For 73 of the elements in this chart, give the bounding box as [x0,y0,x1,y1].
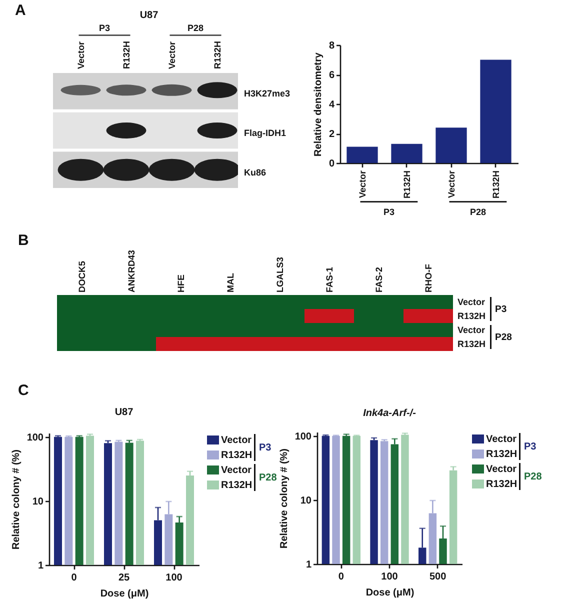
chart-subtitle: U87 [114,407,134,418]
x-tick-label: 100 [381,572,398,582]
text: P3 [383,207,394,217]
text: P3 [98,23,110,33]
text: P3 [495,304,507,315]
category-label: Vector [458,297,486,307]
y-tick-label: 100 [294,431,312,442]
category-label: R132H [212,40,222,69]
x-axis-title: Dose (μM) [366,588,414,598]
category-label: H3K27me3 [244,88,290,99]
text: P3 [259,442,272,454]
y-axis-title: Relative colony # (%) [10,449,22,550]
chart-title: Ink4a-Arf-/- [363,408,417,419]
category-label: LGALS3 [274,256,285,292]
y-tick-label: 10 [32,496,44,508]
legend-label: R132H [221,480,252,491]
x-axis-title: Dose (μM) [100,588,149,600]
bar [391,144,422,163]
category-label: Flag-IDH1 [244,128,286,138]
category-label: RHO-F [423,264,434,292]
text: P28 [259,472,278,484]
x-tick-label: 100 [166,572,183,584]
x-tick-label: 500 [429,572,447,582]
text: P28 [187,23,204,33]
y-axis-title: Relative densitometry [312,52,324,156]
legend-label: R132H [486,479,518,490]
category-label: ANKRD43 [126,250,136,292]
text: U87 [140,10,159,21]
legend-label: Vector [486,434,517,445]
text: P28 [524,472,542,482]
text: B [18,232,29,249]
category-label: Vector [166,40,177,69]
x-tick-label: R132H [490,170,501,199]
y-tick-label: 1 [306,560,312,570]
text: A [15,2,26,19]
y-tick-label: 4 [328,100,335,110]
y-axis-title: Relative colony # (%) [278,448,290,549]
x-tick-label: 25 [118,572,130,584]
legend-label: R132H [486,449,518,460]
chart-title: C [18,382,29,399]
bar [346,146,378,163]
y-tick-label: 8 [328,40,335,52]
x-tick-label: 0 [338,572,344,582]
category-label: Vector [76,40,86,69]
category-label: HFE [176,274,186,292]
category-label: R132H [458,339,486,349]
y-tick-label: 0 [328,158,335,170]
x-tick-label: Vector [357,170,368,198]
x-tick-label: 0 [71,572,78,584]
category-label: DOCK5 [76,260,87,292]
y-tick-label: 6 [328,70,335,81]
y-tick-label: 1 [38,560,44,572]
bar [480,60,512,163]
category-label: MAL [225,272,236,292]
category-label: R132H [458,311,486,321]
category-label: R132H [121,40,132,69]
text: P3 [524,442,537,452]
legend-label: Vector [486,464,517,475]
x-tick-label: R132H [402,170,412,199]
bar [436,128,467,163]
x-tick-label: Vector [446,170,456,198]
category-label: Ku86 [244,167,266,178]
legend-label: R132H [221,450,252,461]
category-label: Vector [458,325,486,335]
category-label: FAS-1 [324,266,334,292]
y-tick-label: 10 [300,495,312,506]
text: P28 [470,207,486,217]
legend-label: Vector [221,435,252,446]
y-tick-label: 100 [26,432,44,444]
y-tick-label: 2 [328,129,335,140]
category-label: FAS-2 [374,266,384,292]
legend-label: Vector [221,465,252,476]
text: P28 [495,332,512,343]
